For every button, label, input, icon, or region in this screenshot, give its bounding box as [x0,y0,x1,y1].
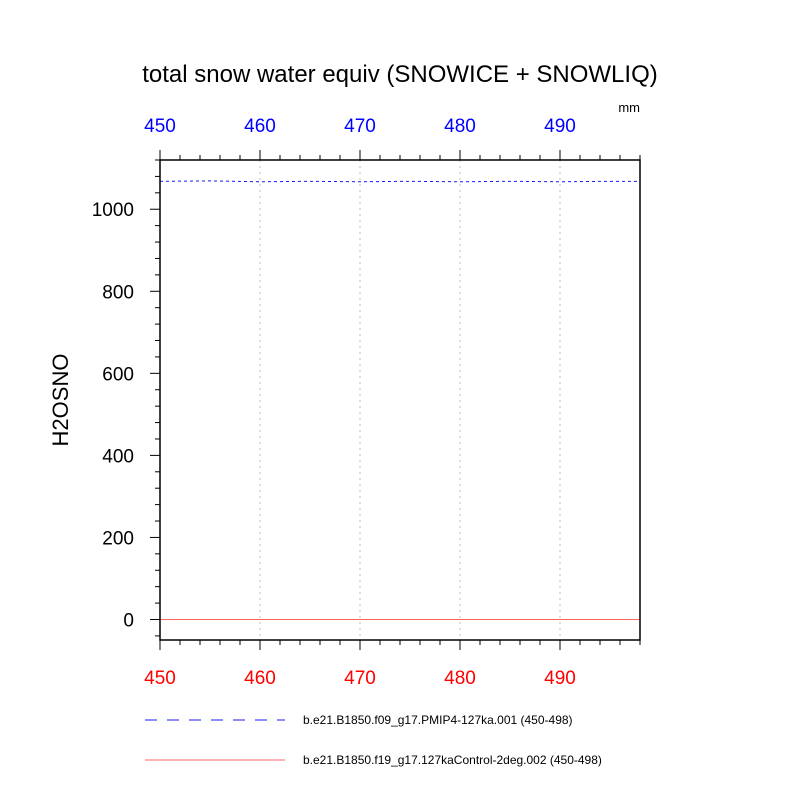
series-layer [159,180,640,620]
series-line-1 [159,180,640,183]
x-tick-label-bottom: 470 [344,668,376,689]
y-tick-label: 200 [102,528,134,549]
y-tick-label: 1000 [92,200,134,221]
y-axis-label: H2OSNO [48,354,73,447]
chart-title: total snow water equiv (SNOWICE + SNOWLI… [142,61,657,88]
axes [150,150,641,650]
y-tick-label: 0 [123,610,134,631]
y-tick-label: 600 [102,364,134,385]
y-tick-label: 800 [102,282,134,303]
legend-label-1: b.e21.B1850.f09_g17.PMIP4-127ka.001 (450… [303,713,573,727]
x-tick-label-bottom: 450 [144,668,176,689]
x-tick-label-top: 450 [144,116,176,137]
x-tick-label-top: 470 [344,116,376,137]
x-tick-label-bottom: 490 [544,668,576,689]
x-tick-label-top: 460 [244,116,276,137]
x-tick-label-bottom: 460 [244,668,276,689]
units-label: mm [618,100,640,115]
x-tick-label-top: 490 [544,116,576,137]
legend: b.e21.B1850.f09_g17.PMIP4-127ka.001 (450… [145,713,602,767]
y-tick-label: 400 [102,446,134,467]
tick-labels: 450 450 460 460 470 470 480 480 490 490 0 200 400 600… [92,116,576,689]
x-tick-label-top: 480 [444,116,476,137]
grid [259,160,561,640]
plot-frame [159,159,641,641]
x-tick-label-bottom: 480 [444,668,476,689]
legend-label-2: b.e21.B1850.f19_g17.127kaControl-2deg.00… [303,753,602,767]
